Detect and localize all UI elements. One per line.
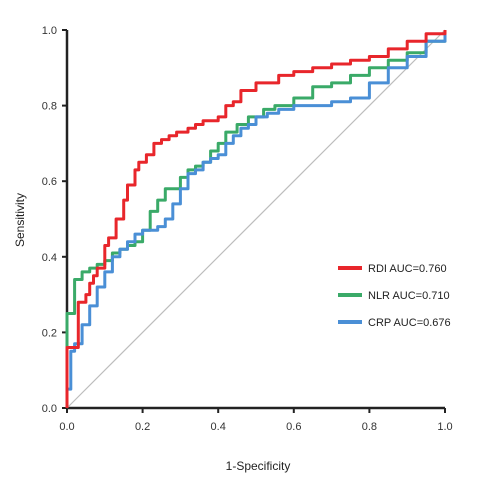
- y-tick-label: 0.0: [42, 403, 57, 415]
- series-line-1: [65, 30, 447, 408]
- y-tick-label: 0.2: [42, 327, 57, 339]
- x-axis-title: 1-Specificity: [226, 459, 291, 473]
- x-tick-label: 0.8: [362, 421, 377, 433]
- legend-label: NLR AUC=0.710: [368, 290, 450, 302]
- y-tick-label: 1.0: [42, 25, 57, 37]
- x-tick-label: 0.6: [286, 421, 301, 433]
- axes: 0.0 0.2 0.4 0.6 0.8 1.0 0.0 0.2 0.4 0.6 0.8 1.0: [42, 25, 453, 433]
- y-tick-label: 0.4: [42, 252, 57, 264]
- series-line-2: [65, 30, 447, 408]
- legend: RDI AUC=0.760 NLR AUC=0.710 CRP AUC=0.676: [338, 263, 451, 329]
- x-tick-label: 0.4: [211, 421, 226, 433]
- legend-label: CRP AUC=0.676: [368, 317, 451, 329]
- series-layer: [65, 30, 447, 408]
- y-tick-label: 0.6: [42, 176, 57, 188]
- series-line-0: [65, 30, 447, 408]
- reference-diagonal-line: [66, 29, 446, 409]
- x-tick-label: 0.0: [59, 421, 74, 433]
- y-axis-title: Sensitivity: [13, 193, 27, 247]
- legend-label: RDI AUC=0.760: [368, 263, 447, 275]
- reference-line-layer: [66, 29, 446, 409]
- x-tick-label: 0.2: [135, 421, 150, 433]
- x-tick-label: 1.0: [437, 421, 452, 433]
- y-tick-label: 0.8: [42, 101, 57, 113]
